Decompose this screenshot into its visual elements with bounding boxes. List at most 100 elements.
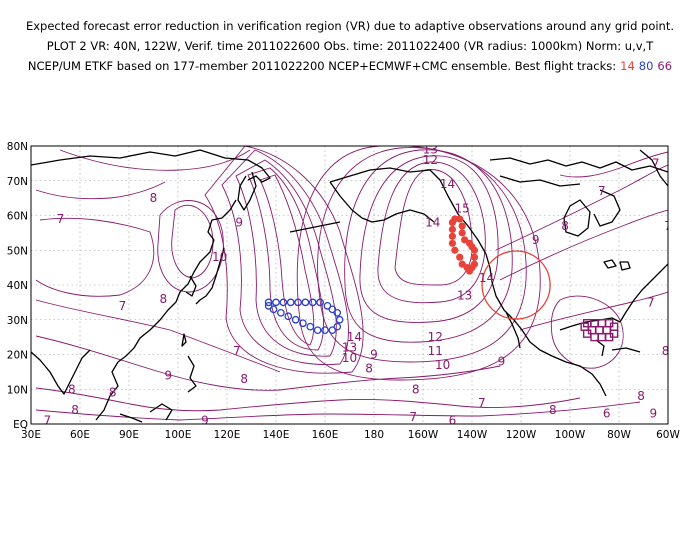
track-point [470, 253, 479, 261]
contour-label: 8 [561, 219, 569, 233]
track-point [595, 325, 604, 335]
title-line-2: PLOT 2 VR: 40N, 122W, Verif. time 201102… [46, 39, 654, 53]
longitude-tick-label: 90E [119, 429, 139, 441]
contour-label: 8 [412, 382, 420, 396]
latitude-tick-label: 70N [7, 176, 28, 188]
contour-label: 13 [342, 341, 357, 355]
title-line-3-text: NCEP/UM ETKF based on 177-member 2011022… [27, 59, 617, 73]
contour-label: 7 [652, 156, 660, 170]
track-point [597, 332, 607, 342]
coastlines [31, 149, 668, 423]
longitude-tick-label: 30E [21, 429, 41, 441]
contour-label: 7 [647, 295, 655, 309]
longitude-tick-label: 60E [70, 429, 90, 441]
longitude-tick-label: 120E [214, 429, 241, 441]
track-point [328, 326, 337, 335]
latitude-tick-label: 50N [7, 245, 28, 257]
contour-label: 11 [428, 344, 443, 358]
contour-label: 8 [662, 344, 670, 358]
track-point [458, 222, 466, 230]
track-point [597, 319, 607, 328]
track-point [470, 246, 479, 254]
contour-label: 12 [423, 153, 438, 167]
track-point [272, 298, 280, 307]
contour-label: 7 [598, 184, 606, 198]
longitude-tick-label: 120W [506, 429, 537, 441]
track-point [301, 298, 310, 307]
contour-label: 10 [435, 358, 450, 372]
contour-label: 9 [649, 407, 657, 421]
flight-track-80 [264, 298, 344, 335]
latitude-ticks: EQ 10N 20N 30N 40N 50N 60N 70N 80N [7, 141, 28, 431]
track-14-label: 14 [620, 59, 635, 73]
track-point [456, 215, 464, 223]
contour-label: 9 [201, 414, 209, 428]
track-point [264, 298, 273, 307]
track-point [448, 232, 456, 240]
track-point [328, 305, 337, 314]
contour-label: 9 [370, 348, 378, 362]
track-point [458, 229, 466, 237]
contour-label: 13 [423, 142, 438, 156]
contour-label: 12 [428, 330, 443, 344]
contour-label: 7 [478, 396, 486, 410]
track-point [284, 312, 293, 321]
flight-track-14 [448, 215, 479, 275]
track-point [448, 239, 456, 247]
contour-label: 7 [119, 299, 127, 313]
track-point [286, 298, 295, 307]
contour-label: 8 [549, 403, 557, 417]
track-point [333, 308, 342, 317]
track-point [590, 332, 599, 342]
longitude-tick-label: 140W [457, 429, 488, 441]
contour-label: 14 [479, 271, 494, 285]
contour-label: 15 [455, 202, 470, 216]
contour-label: 9 [532, 233, 540, 247]
track-point [291, 315, 300, 324]
map-frame [30, 145, 669, 425]
contour-label: 13 [457, 288, 472, 302]
contour-label: 14 [425, 215, 440, 229]
longitude-tick-label: 80W [607, 429, 631, 441]
title-line-3: NCEP/UM ETKF based on 177-member 2011022… [0, 56, 700, 76]
contour-label: 6 [603, 407, 611, 421]
graticule [31, 146, 668, 424]
verification-region-circle [481, 250, 551, 320]
contour-label: 6 [449, 414, 457, 428]
track-point [323, 301, 332, 310]
contour-label: 7 [664, 219, 672, 233]
track-point [458, 260, 466, 268]
contour-label: 7 [44, 414, 52, 428]
longitude-tick-label: 60W [656, 429, 680, 441]
contour-label: 8 [637, 389, 645, 403]
contour-label: 8 [109, 386, 117, 400]
title-line-1: Expected forecast error reduction in ver… [25, 19, 675, 33]
flight-track-66 [580, 319, 619, 342]
track-66-label: 66 [657, 59, 673, 73]
contour-label: 8 [365, 361, 373, 375]
contour-label: 8 [159, 292, 167, 306]
contour-label: 8 [150, 191, 158, 205]
longitude-tick-label: 160W [408, 429, 439, 441]
title-block: Expected forecast error reduction in ver… [0, 16, 700, 76]
track-point [277, 308, 285, 317]
contour-label: 14 [440, 177, 455, 191]
contour-label: 14 [347, 330, 362, 344]
latitude-tick-label: 80N [7, 141, 28, 153]
track-point [269, 305, 278, 314]
latitude-tick-label: EQ [13, 419, 28, 431]
latitude-tick-label: 20N [7, 350, 28, 362]
longitude-tick-label: 100E [165, 429, 192, 441]
contour-label: 9 [235, 215, 243, 229]
latitude-tick-label: 10N [7, 384, 28, 396]
track-point [333, 322, 342, 331]
track-80-label: 80 [638, 59, 654, 73]
track-point [313, 326, 322, 335]
longitude-tick-label: 180 [364, 429, 384, 441]
contour-label: 8 [71, 403, 79, 417]
track-point [321, 326, 329, 335]
track-point [294, 298, 302, 307]
longitude-ticks: 30E 60E 90E 100E 120E 140E 160E 180 160W 140W 120W… [21, 429, 680, 441]
longitude-tick-label: 140E [263, 429, 290, 441]
